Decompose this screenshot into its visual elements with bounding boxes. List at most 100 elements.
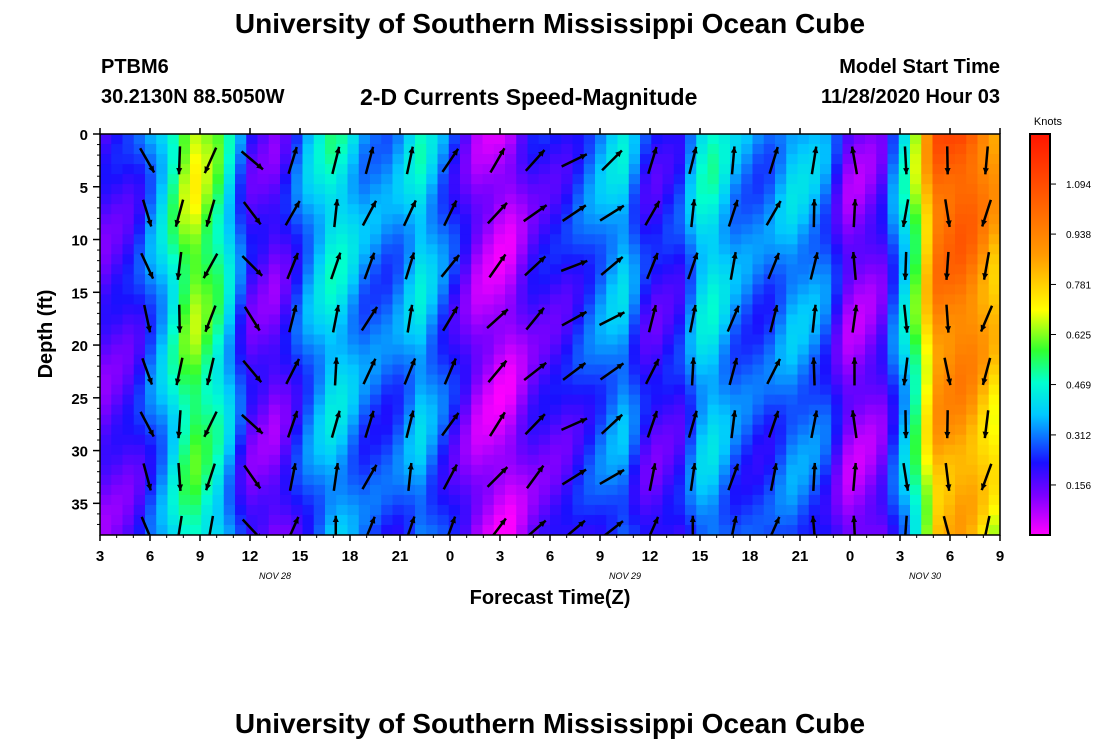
heatmap-cell <box>808 134 821 145</box>
heatmap-cell <box>111 494 124 506</box>
heatmap-cell <box>966 404 979 416</box>
heatmap-cell <box>865 284 877 295</box>
heatmap-cell <box>730 374 742 386</box>
heatmap-cell <box>178 164 191 175</box>
heatmap-cell <box>921 434 934 446</box>
heatmap-cell <box>291 254 304 265</box>
heatmap-cell <box>662 424 675 436</box>
heatmap-cell <box>673 514 686 526</box>
heatmap-cell <box>178 144 191 155</box>
heatmap-cell <box>910 294 922 306</box>
heatmap-cell <box>820 174 832 185</box>
heatmap-cell <box>527 264 540 275</box>
heatmap-cell <box>156 374 169 386</box>
heatmap-cell <box>898 324 911 336</box>
heatmap-cell <box>122 234 135 245</box>
heatmap-cell <box>561 224 574 235</box>
heatmap-cell <box>448 444 461 456</box>
heatmap-cell <box>786 424 799 436</box>
heatmap-cell <box>133 194 146 205</box>
heatmap-cell <box>617 144 630 155</box>
heatmap-cell <box>786 134 799 145</box>
heatmap-cell <box>628 474 641 486</box>
vector-head <box>500 202 508 210</box>
heatmap-cell <box>437 334 450 346</box>
heatmap-cell <box>527 164 540 175</box>
vector-head <box>901 378 908 386</box>
heatmap-cell <box>910 244 922 255</box>
heatmap-cell <box>718 434 731 446</box>
heatmap-cell <box>538 344 551 356</box>
heatmap-cell <box>392 234 405 245</box>
heatmap-cell <box>887 324 900 336</box>
heatmap-cell <box>471 244 484 255</box>
heatmap-cell <box>685 144 697 155</box>
heatmap-cell <box>190 174 202 185</box>
heatmap-cell <box>246 514 259 526</box>
heatmap-cell <box>595 364 607 376</box>
heatmap-cell <box>595 334 607 346</box>
heatmap-cell <box>910 464 922 476</box>
heatmap-cell <box>167 404 180 416</box>
heatmap-cell <box>291 424 304 436</box>
heatmap-cell <box>370 294 382 306</box>
heatmap-cell <box>302 374 315 386</box>
heatmap-cell <box>156 354 169 366</box>
heatmap-cell <box>628 174 641 185</box>
heatmap-cell <box>673 154 686 165</box>
heatmap-cell <box>876 344 889 356</box>
heatmap-cell <box>516 304 529 316</box>
heatmap-cell <box>280 334 292 346</box>
heatmap-cell <box>808 284 821 295</box>
heatmap-cell <box>313 204 326 215</box>
heatmap-cell <box>482 204 495 215</box>
heatmap-cell <box>482 224 495 235</box>
heatmap-cell <box>988 144 1000 155</box>
heatmap-cell <box>898 454 911 466</box>
heatmap-cell <box>718 164 731 175</box>
heatmap-cell <box>448 404 461 416</box>
heatmap-cell <box>100 174 112 185</box>
vector-head <box>579 469 587 476</box>
heatmap-cell <box>741 194 754 205</box>
heatmap-cell <box>887 474 900 486</box>
heatmap-cell <box>628 344 641 356</box>
heatmap-cell <box>831 214 844 225</box>
heatmap-cell <box>437 424 450 436</box>
heatmap-cell <box>550 164 562 175</box>
heatmap-cell <box>190 514 202 526</box>
heatmap-cell <box>212 274 225 285</box>
heatmap-cell <box>775 314 787 326</box>
heatmap-cell <box>392 484 405 496</box>
heatmap-cell <box>786 314 799 326</box>
heatmap-cell <box>313 154 326 165</box>
heatmap-cell <box>583 354 596 366</box>
heatmap-cell <box>325 484 337 496</box>
heatmap-cell <box>977 454 990 466</box>
heatmap-cell <box>302 494 315 506</box>
heatmap-cell <box>358 414 371 426</box>
heatmap-cell <box>111 504 124 516</box>
heatmap-cell <box>876 294 889 306</box>
heatmap-cell <box>313 354 326 366</box>
x-tick-label: 21 <box>792 548 809 565</box>
vector-head <box>733 305 740 313</box>
heatmap-cell <box>572 144 585 155</box>
heatmap-cell <box>853 494 866 506</box>
heatmap-cell <box>887 514 900 526</box>
heatmap-cell <box>640 524 652 535</box>
heatmap-cell <box>842 194 855 205</box>
heatmap-cell <box>302 364 315 376</box>
heatmap-cell <box>853 364 866 376</box>
heatmap-cell <box>381 224 394 235</box>
heatmap-cell <box>302 224 315 235</box>
vector-head <box>580 260 588 266</box>
heatmap-cell <box>606 514 619 526</box>
heatmap-cell <box>786 354 799 366</box>
heatmap-cell <box>392 184 405 195</box>
vector-head <box>369 252 375 260</box>
vector-head <box>334 410 341 418</box>
heatmap-cell <box>977 284 990 295</box>
heatmap-cell <box>471 504 484 516</box>
heatmap-cell <box>673 414 686 426</box>
